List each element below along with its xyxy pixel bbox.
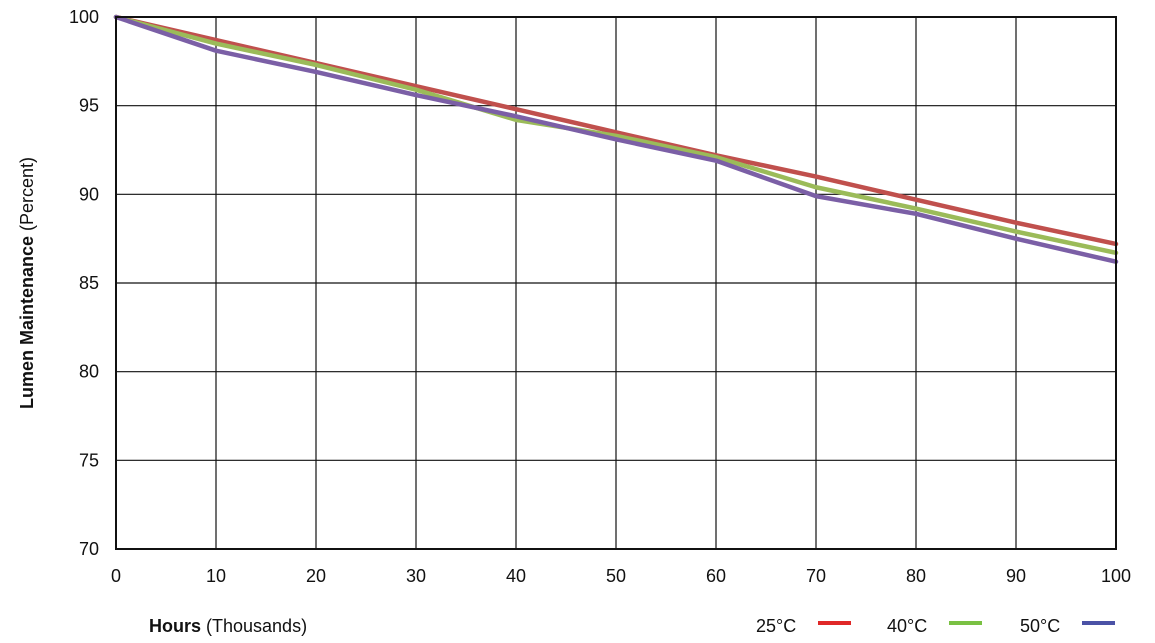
x-tick-label: 70 xyxy=(806,566,826,586)
x-tick-label: 100 xyxy=(1101,566,1131,586)
x-tick-label: 40 xyxy=(506,566,526,586)
y-tick-label: 100 xyxy=(69,7,99,27)
x-tick-label: 20 xyxy=(306,566,326,586)
y-tick-label: 70 xyxy=(79,539,99,559)
y-tick-label: 90 xyxy=(79,184,99,204)
series-line-1 xyxy=(113,14,1119,256)
y-tick-label: 85 xyxy=(79,273,99,293)
legend-label-2: 50°C xyxy=(1020,616,1060,636)
x-axis-title-unit: (Thousands) xyxy=(201,616,307,636)
y-axis-title-unit: (Percent) xyxy=(17,157,37,236)
plot-frame xyxy=(115,16,1117,550)
series-line-0 xyxy=(113,14,1119,247)
y-tick-labels: 70 75 80 85 90 95 100 xyxy=(69,7,99,559)
x-tick-label: 10 xyxy=(206,566,226,586)
x-tick-label: 80 xyxy=(906,566,926,586)
legend: 25°C 40°C 50°C xyxy=(756,616,1115,636)
x-tick-label: 30 xyxy=(406,566,426,586)
y-axis-title-bold: Lumen Maintenance xyxy=(17,236,37,409)
x-tick-label: 50 xyxy=(606,566,626,586)
y-tick-label: 95 xyxy=(79,96,99,116)
x-tick-labels: 0 10 20 30 40 50 60 70 80 90 100 xyxy=(111,566,1131,586)
x-axis-title-bold: Hours xyxy=(149,616,201,636)
series-line-2 xyxy=(113,14,1119,264)
x-tick-label: 0 xyxy=(111,566,121,586)
grid-lines xyxy=(115,16,1117,550)
y-tick-label: 75 xyxy=(79,450,99,470)
legend-label-0: 25°C xyxy=(756,616,796,636)
series-lines xyxy=(113,14,1119,264)
x-tick-label: 90 xyxy=(1006,566,1026,586)
y-tick-label: 80 xyxy=(79,362,99,382)
x-axis-title: Hours (Thousands) xyxy=(149,616,307,636)
x-tick-label: 60 xyxy=(706,566,726,586)
y-axis-title: Lumen Maintenance (Percent) xyxy=(17,157,37,409)
legend-label-1: 40°C xyxy=(887,616,927,636)
